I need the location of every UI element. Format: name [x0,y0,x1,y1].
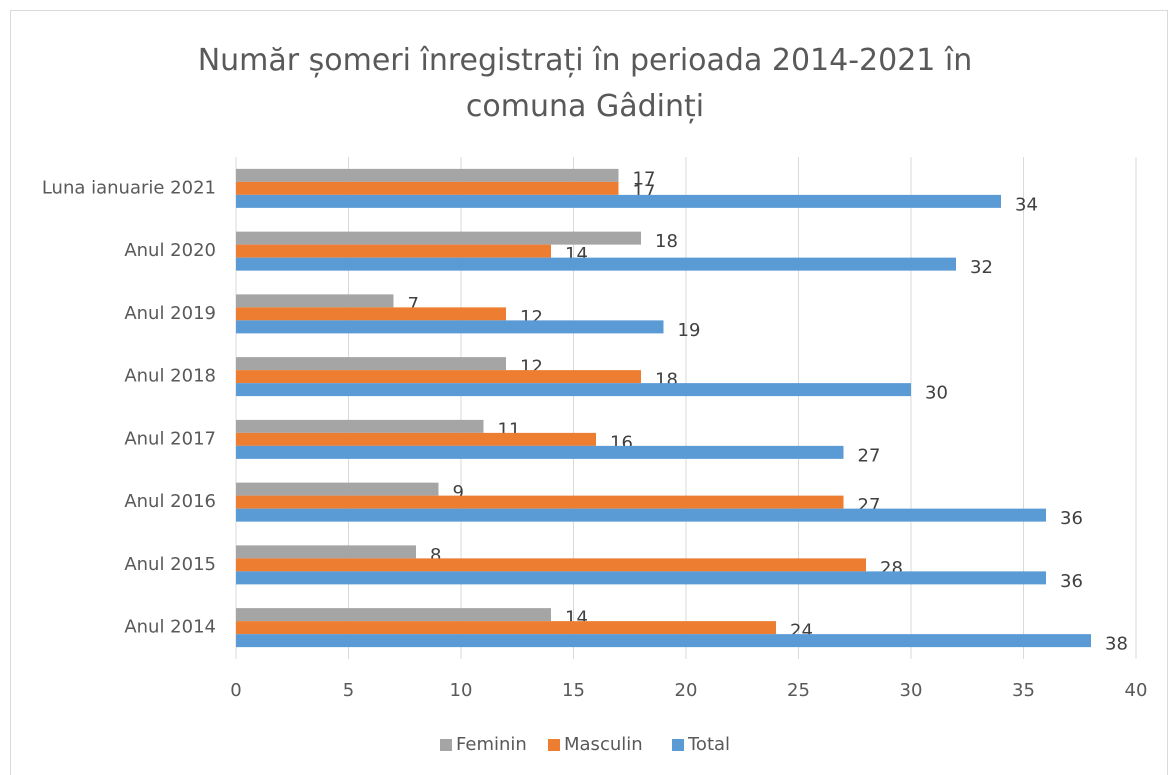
bar [236,445,844,459]
bar [236,294,394,308]
x-tick-label: 25 [787,680,810,701]
data-label: 17 [633,168,656,189]
y-tick-label: Anul 2019 [124,303,216,324]
bar [236,621,776,635]
legend-swatch [548,739,560,751]
data-label: 18 [655,231,678,252]
y-tick-label: Luna ianuarie 2021 [42,177,216,198]
x-tick-label: 20 [675,680,698,701]
bar [236,194,1001,208]
data-label: 38 [1105,634,1128,655]
bar [236,558,866,572]
legend-swatch [672,739,684,751]
bar [236,307,506,321]
data-label: 34 [1015,194,1038,215]
data-label: 30 [925,383,948,404]
data-label: 9 [453,482,464,503]
bar [236,383,911,397]
legend-label: Feminin [456,734,527,755]
y-tick-label: Anul 2015 [124,554,216,575]
data-label: 36 [1060,571,1083,592]
data-label: 36 [1060,508,1083,529]
bar [236,257,956,271]
x-tick-label: 15 [562,680,585,701]
legend-label: Total [687,734,730,755]
x-tick-label: 10 [450,680,473,701]
bar [236,181,619,195]
legend-label: Masculin [564,734,643,755]
bar [236,357,506,371]
x-tick-label: 5 [343,680,354,701]
bar [236,320,664,334]
y-tick-label: Anul 2014 [124,617,216,638]
bar [236,571,1046,585]
bar [236,508,1046,522]
data-label: 7 [408,294,419,315]
y-tick-label: Anul 2020 [124,240,216,261]
bar [236,432,596,446]
bar [236,482,439,496]
y-tick-label: Anul 2016 [124,491,216,512]
bar [236,231,641,245]
data-label: 27 [858,445,881,466]
y-tick-label: Anul 2017 [124,428,216,449]
bar [236,370,641,384]
bar [236,608,551,622]
y-tick-label: Anul 2018 [124,366,216,387]
bar [236,168,619,182]
bar [236,244,551,258]
chart-title: Număr șomeri înregistrați în perioada 20… [197,43,973,124]
legend-swatch [440,739,452,751]
x-tick-label: 30 [900,680,923,701]
x-tick-label: 0 [230,680,241,701]
data-label: 32 [970,257,993,278]
chart-frame [10,10,1168,775]
data-label: 19 [678,320,701,341]
bar [236,495,844,509]
bar [236,545,416,559]
bar [236,634,1091,648]
x-tick-label: 40 [1125,680,1148,701]
data-label: 8 [430,545,441,566]
x-tick-label: 35 [1012,680,1035,701]
bar [236,419,484,433]
